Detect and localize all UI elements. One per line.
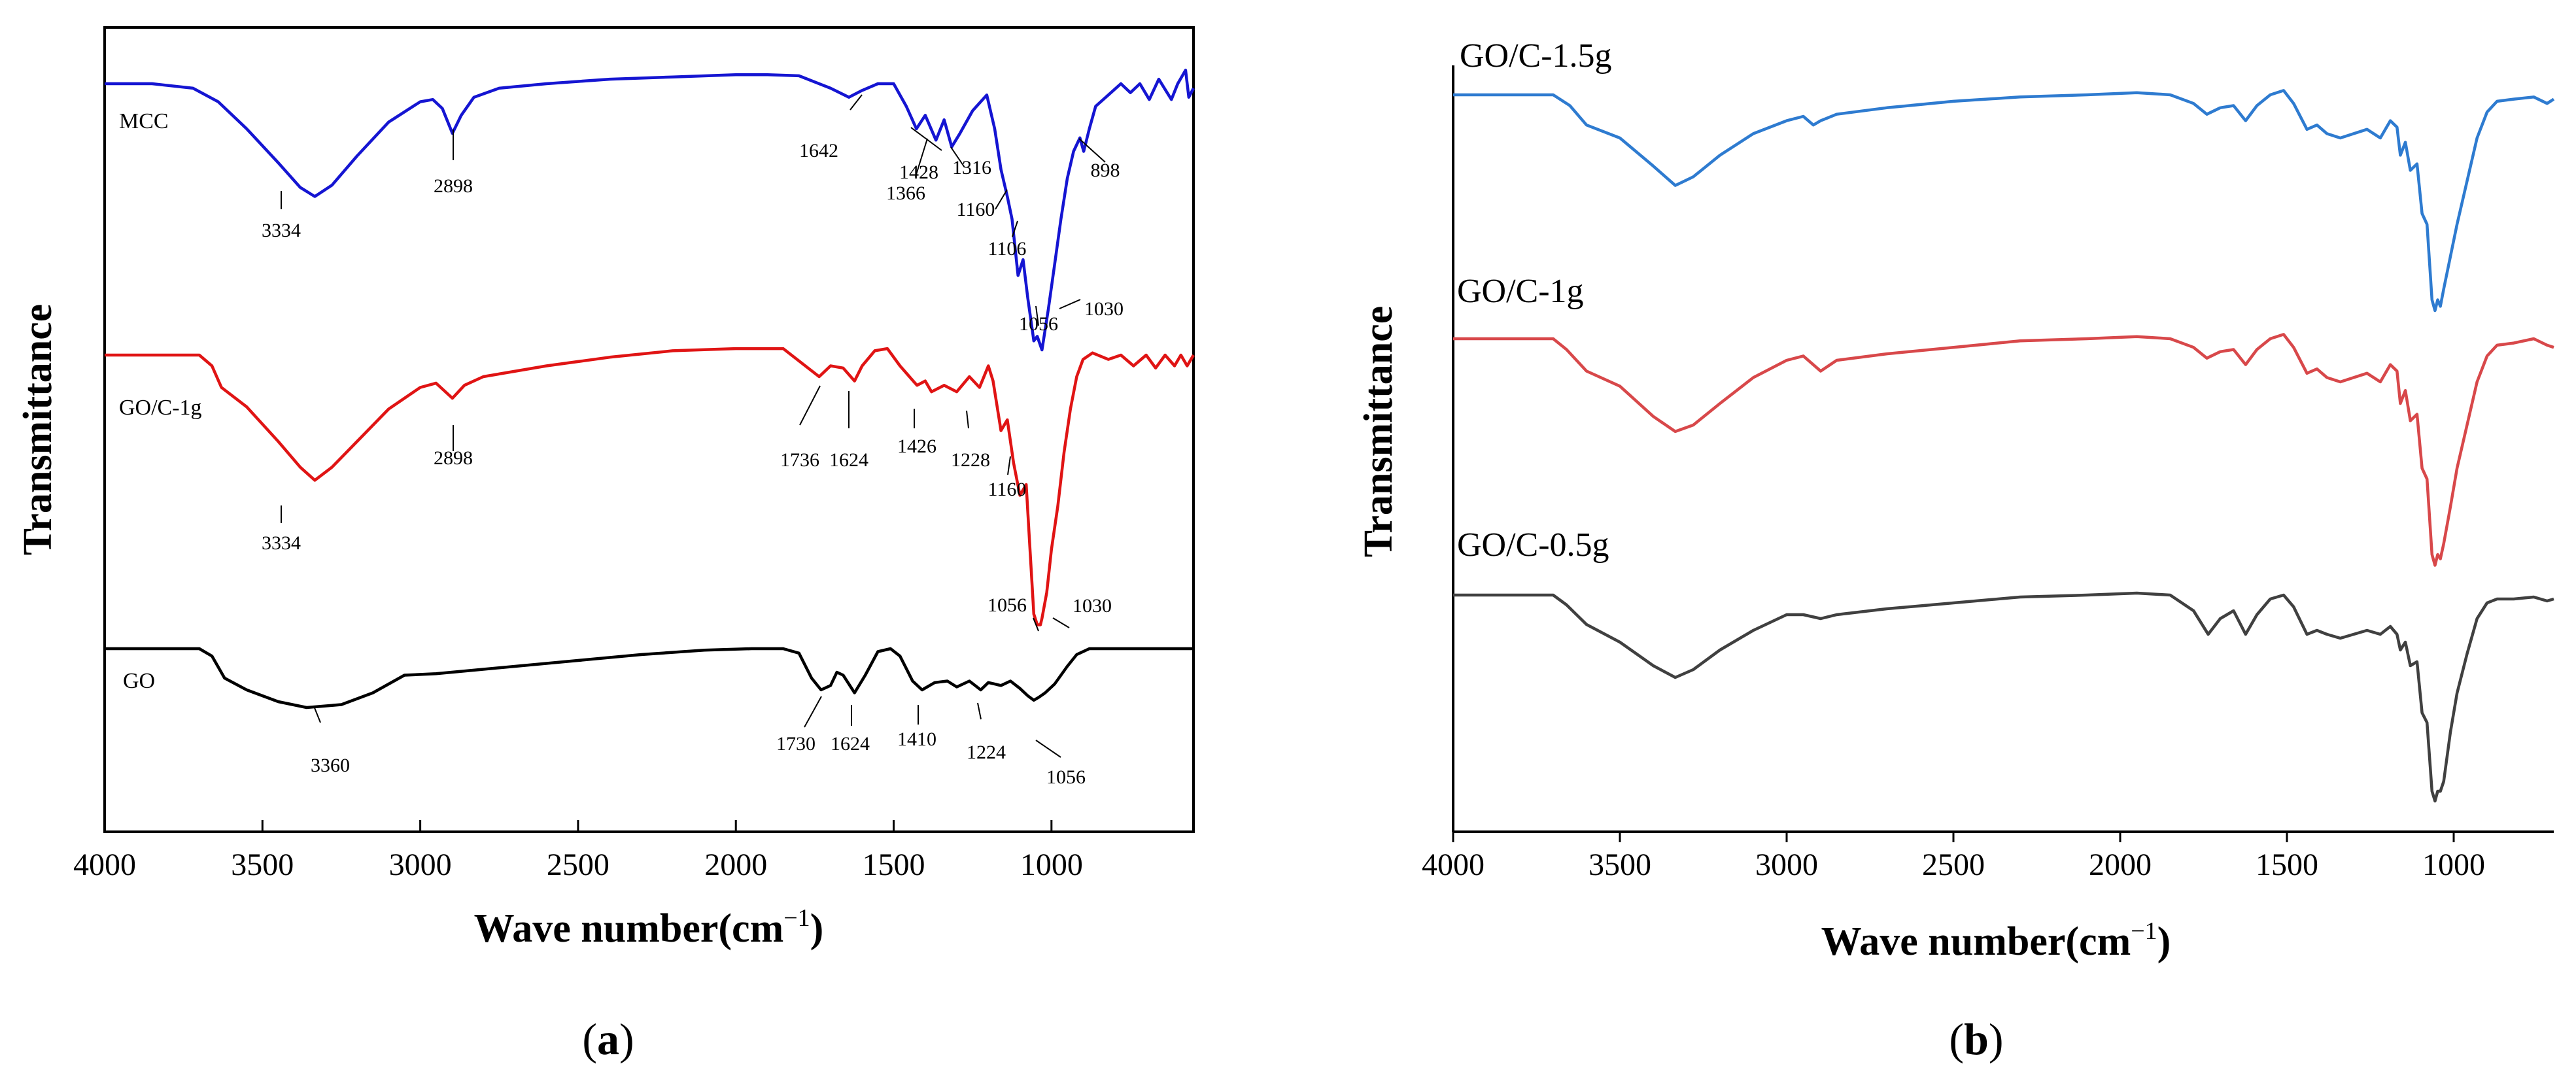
- peak-annotation: 1642: [799, 140, 838, 162]
- series-label-goc-1-5g: GO/C-1.5g: [1460, 37, 1612, 75]
- peak-annotation: 1410: [897, 728, 936, 750]
- series-lines-a: [105, 69, 1195, 709]
- peak-leader-line: [966, 410, 969, 429]
- panel-label-a: (a): [582, 1014, 634, 1064]
- x-tick-label: 1500: [863, 847, 925, 882]
- peak-leader-line: [950, 146, 965, 168]
- peak-leader-line: [915, 138, 928, 177]
- x-tick-label: 4000: [1422, 847, 1485, 882]
- peak-annotation: 3334: [262, 532, 301, 554]
- peak-leader-line: [313, 706, 321, 723]
- series-line: [105, 69, 1195, 352]
- chart-panel-b: 4000 3500 3000 2500 2000 1500 1000 GO/C-1.5g G…: [1356, 37, 2555, 1064]
- x-tick-label: 2000: [2089, 847, 2152, 882]
- x-tick-label: 1000: [1020, 847, 1083, 882]
- peak-annotation: 2898: [434, 447, 473, 469]
- x-tick-label: 3000: [389, 847, 452, 882]
- peak-leader-line: [1035, 305, 1039, 326]
- peak-leader-line: [977, 702, 982, 720]
- panel-label-a-close: ): [619, 1014, 634, 1064]
- x-tick-label: 2000: [704, 847, 767, 882]
- peak-annotations-a: 3334289816421428136613161160110689810561…: [262, 94, 1124, 788]
- peak-leader-line: [804, 696, 822, 728]
- peak-annotation: 1224: [967, 742, 1006, 763]
- x-tick-label: 2500: [547, 847, 610, 882]
- panel-label-b-letter: b: [1964, 1014, 1989, 1064]
- peak-annotation: 1106: [988, 238, 1027, 260]
- peak-annotation: 3360: [311, 755, 350, 776]
- chart-panel-a: 4000 3500 3000 2500 2000 1500 1000 3334 2898 164…: [16, 26, 1195, 1064]
- x-tick-label: 4000: [73, 847, 136, 882]
- x-axis-title-a: Wave number(cm−1): [474, 904, 824, 951]
- plot-frame-a: [103, 26, 1195, 833]
- peak-leader-line: [1035, 740, 1061, 758]
- y-axis-title-a: Transmittance: [16, 304, 60, 556]
- peak-annotation: 1056: [1046, 766, 1086, 788]
- peak-annotation: 1056: [1019, 313, 1058, 335]
- series-line: [1453, 89, 2555, 313]
- panel-label-b-open: (: [1949, 1014, 1964, 1064]
- peak-annotation: 1426: [897, 436, 936, 457]
- x-axis-title-b: Wave number(cm−1): [1821, 917, 2171, 964]
- panel-label-b-close: ): [1989, 1014, 2004, 1064]
- peak-leader-line: [1052, 617, 1070, 628]
- panel-label-a-open: (: [582, 1014, 597, 1064]
- peak-leader-line: [1078, 138, 1106, 163]
- peak-leader-line: [799, 385, 821, 426]
- x-tick-label: 3000: [1755, 847, 1818, 882]
- panel-label-a-letter: a: [597, 1014, 619, 1064]
- x-tick-label: 3500: [231, 847, 294, 882]
- panel-label-b: (b): [1949, 1014, 2003, 1064]
- peak-annotation: 1030: [1084, 298, 1124, 320]
- x-axis-unit-sup-b: −1: [2131, 917, 2157, 945]
- x-axis-title-main-b: Wave number: [1821, 919, 2066, 964]
- x-axis-unit-close-a: ): [810, 906, 824, 951]
- peak-annotation: 1736: [780, 449, 819, 471]
- peak-annotation: 1730: [776, 733, 816, 755]
- series-label-go: GO: [123, 669, 155, 693]
- series-line: [105, 647, 1194, 709]
- peak-annotation: 2898: [434, 175, 473, 197]
- peak-annotation: 1316: [952, 157, 991, 179]
- x-tick-label: 2500: [1922, 847, 1985, 882]
- series-label-mcc: MCC: [119, 109, 169, 133]
- series-lines-b: [1453, 89, 2555, 803]
- peak-annotation: 898: [1091, 160, 1120, 181]
- x-tick-label: 1500: [2256, 847, 2318, 882]
- peak-annotation: 1030: [1073, 595, 1112, 617]
- series-label-goc-0-5g: GO/C-0.5g: [1457, 526, 1609, 564]
- peak-annotation: 1624: [831, 733, 870, 755]
- x-axis-title-main-a: Wave number: [474, 906, 719, 951]
- x-axis-unit-open-a: (cm: [718, 906, 783, 951]
- peak-leader-line: [910, 127, 942, 151]
- peak-leader-line: [1007, 456, 1011, 475]
- peak-annotation: 1228: [951, 449, 990, 471]
- series-line: [105, 347, 1195, 626]
- peak-annotation: 1160: [957, 199, 995, 220]
- series-line: [1453, 591, 2554, 803]
- x-axis-unit-sup-a: −1: [783, 904, 810, 932]
- peak-annotation: 3334: [262, 220, 301, 241]
- series-line: [1453, 333, 2554, 567]
- y-axis-title-b: Transmittance: [1356, 306, 1401, 558]
- peak-annotation: 1366: [886, 182, 925, 204]
- peak-leader-line: [1033, 617, 1039, 632]
- x-tick-label: 1000: [2422, 847, 2485, 882]
- series-label-goc-1g: GO/C-1g: [119, 396, 202, 420]
- peak-leader-line: [1012, 220, 1018, 237]
- x-tick-label: 3500: [1589, 847, 1651, 882]
- peak-leader-line: [1059, 299, 1081, 309]
- x-ticks-a: 4000 3500 3000 2500 2000 1500 1000: [73, 820, 1083, 882]
- x-ticks-b: 4000 3500 3000 2500 2000 1500 1000: [1422, 832, 2485, 882]
- peak-leader-line: [850, 94, 863, 111]
- series-label-goc-1g-b: GO/C-1g: [1457, 273, 1584, 310]
- peak-annotation: 1056: [987, 594, 1027, 616]
- x-axis-unit-open-b: (cm: [2065, 919, 2131, 964]
- peak-annotation: 1624: [829, 449, 868, 471]
- peak-annotation: 1160: [988, 479, 1027, 500]
- peak-leader-line: [995, 189, 1008, 210]
- x-axis-unit-close-b: ): [2157, 919, 2171, 964]
